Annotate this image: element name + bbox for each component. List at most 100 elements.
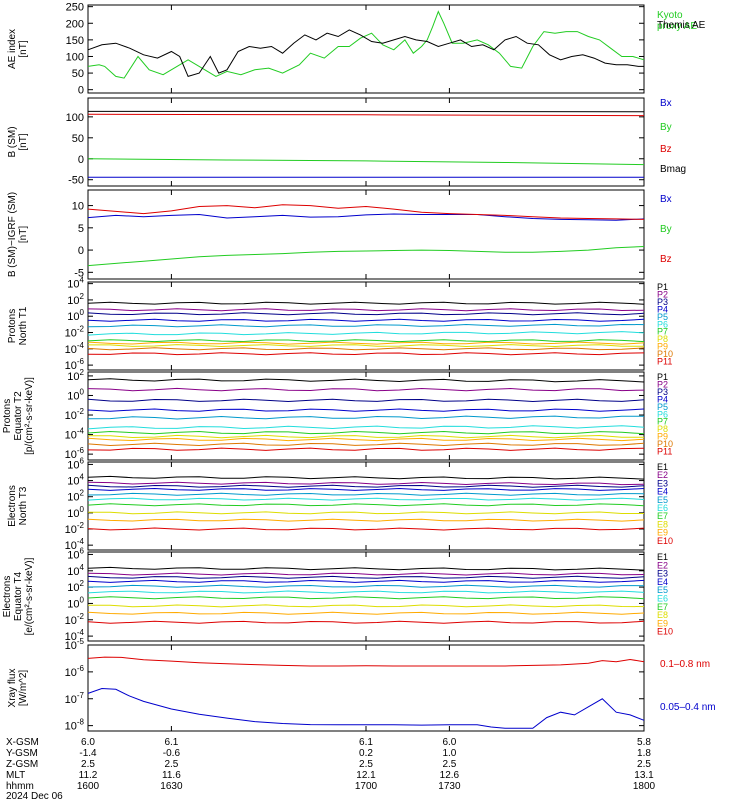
- legend-label: P8: [657, 424, 668, 434]
- legend-label: P10: [657, 349, 673, 359]
- y-tick-label: 104: [67, 276, 84, 291]
- series-line-e8: [88, 511, 644, 515]
- series-line-e7: [87, 596, 645, 600]
- series-line-0-05-0-4-nm: [87, 687, 645, 729]
- y-axis-label: ProtonsNorth T1: [7, 306, 29, 345]
- series-line-p3: [87, 398, 645, 403]
- ephemeris-value-x-gsm: 6.0: [81, 737, 95, 748]
- legend-label: E10: [657, 536, 673, 546]
- y-axis-label: Xray flux[W/m^2]: [7, 669, 29, 708]
- legend-label: E7: [657, 602, 668, 612]
- y-tick-label: 5: [78, 223, 84, 235]
- date-label: 2024 Dec 06: [6, 791, 63, 800]
- legend-label: By: [660, 122, 672, 133]
- legend-label: E10: [657, 627, 673, 637]
- legend-label: P9: [657, 342, 668, 352]
- series-line-p5: [87, 415, 645, 420]
- series-line-p2: [87, 387, 645, 392]
- legend-label: E6: [657, 594, 668, 604]
- series-line-p6: [87, 331, 645, 336]
- legend-label: E4: [657, 487, 668, 497]
- panel-xray: 10-8 10-7 10-6 10-5 Xray flux[W/m^2] 0.1–0.8 …: [7, 637, 716, 733]
- ephemeris-row-label: Y-GSM: [6, 748, 38, 759]
- series-line-p8: [88, 344, 644, 348]
- series-line-e4: [87, 579, 645, 583]
- legend-label: E9: [657, 528, 668, 538]
- legend-label: E1: [657, 552, 668, 562]
- series-line-p5: [87, 323, 645, 328]
- panel-frame: [87, 551, 645, 642]
- series-line-p9: [87, 341, 645, 345]
- y-tick-label: 0: [78, 85, 84, 97]
- ephemeris-value-mlt: 11.2: [79, 770, 98, 781]
- ephemeris-value-y-gsm: 1.0: [442, 748, 456, 759]
- y-axis-label: ElectronsEquator T4[e/(cm²-s-sr-keV)]: [2, 557, 35, 635]
- series-line-e5: [87, 492, 645, 496]
- legend-label: 0.05–0.4 nm: [660, 702, 716, 713]
- legend-label: P4: [657, 304, 668, 314]
- y-tick-label: 10-5: [65, 637, 85, 652]
- y-tick-label: 200: [66, 18, 84, 30]
- legend-label: Bz: [660, 144, 672, 155]
- series-line-e10: [87, 527, 645, 531]
- series-line-p6: [87, 425, 645, 430]
- legend-label: E5: [657, 585, 668, 595]
- legend-label: Kyoto proxy AE: [657, 10, 697, 32]
- series-line-p11: [87, 352, 645, 356]
- legend-label: P2: [657, 379, 668, 389]
- series-line-p1: [87, 378, 645, 383]
- series-line-p3: [87, 312, 645, 316]
- y-tick-label: 150: [66, 35, 84, 47]
- legend-label: P4: [657, 394, 668, 404]
- series-line-e3: [87, 484, 645, 488]
- legend-label: P10: [657, 439, 673, 449]
- y-tick-label: 10-8: [65, 718, 85, 733]
- panel-bsm: -50 0 50 100 B (SM)[nT] Bx By Bz Bmag: [7, 97, 686, 187]
- y-tick-label: 50: [72, 133, 84, 145]
- panel-frame: [87, 4, 645, 94]
- legend-label: P7: [657, 417, 668, 427]
- y-tick-label: 0: [78, 154, 84, 166]
- y-tick-label: 106: [67, 546, 84, 561]
- legend-label: E2: [657, 470, 668, 480]
- ephemeris-row-label: MLT: [6, 770, 25, 781]
- ephemeris-value-z-gsm: 2.5: [637, 759, 651, 770]
- legend-label: P3: [657, 387, 668, 397]
- ephemeris-value-hhmm: 1700: [355, 781, 378, 792]
- series-line-e3: [87, 575, 645, 579]
- legend-label: Bx: [660, 98, 672, 109]
- ephemeris-value-y-gsm: 0.2: [359, 748, 373, 759]
- y-tick-label: 10-6: [65, 664, 85, 679]
- series-line-e7: [87, 503, 645, 507]
- ephemeris-value-x-gsm: 6.0: [442, 737, 456, 748]
- legend-label: P5: [657, 402, 668, 412]
- panel-ae: 0 50 100 150 200 250 AE index[nT] Kyoto proxy AE…: [7, 2, 706, 97]
- legend-label: P8: [657, 334, 668, 344]
- ephemeris-value-hhmm: 1630: [160, 781, 183, 792]
- y-tick-label: 10-4: [65, 427, 85, 442]
- ephemeris-row-label: hhmm: [6, 781, 34, 792]
- y-axis-label: ProtonsEquator T2[p/(cm²-s-sr-keV)]: [2, 377, 35, 455]
- ephemeris-value-mlt: 12.6: [440, 770, 460, 781]
- ephemeris-value-hhmm: 1600: [77, 781, 100, 792]
- series-line-e5: [87, 584, 645, 588]
- ephemeris-value-z-gsm: 2.5: [442, 759, 456, 770]
- series-line-p4: [87, 408, 645, 412]
- legend-label: E9: [657, 618, 668, 628]
- legend-label: E4: [657, 577, 668, 587]
- legend-label: Themis AE: [657, 20, 706, 31]
- ephemeris-value-x-gsm: 6.1: [164, 737, 178, 748]
- y-tick-label: 50: [72, 68, 84, 80]
- y-tick-label: 104: [67, 563, 84, 578]
- legend-label: P7: [657, 327, 668, 337]
- legend-label: P6: [657, 409, 668, 419]
- legend-label: E7: [657, 511, 668, 521]
- series-line-e6: [87, 590, 645, 594]
- series-line-kyoto-proxy-ae: [87, 10, 645, 79]
- legend-label: 0.1–0.8 nm: [660, 659, 710, 670]
- y-axis-label: B (SM)[nT]: [7, 126, 29, 157]
- legend-label: Bmag: [660, 164, 686, 175]
- y-tick-label: 102: [67, 292, 84, 307]
